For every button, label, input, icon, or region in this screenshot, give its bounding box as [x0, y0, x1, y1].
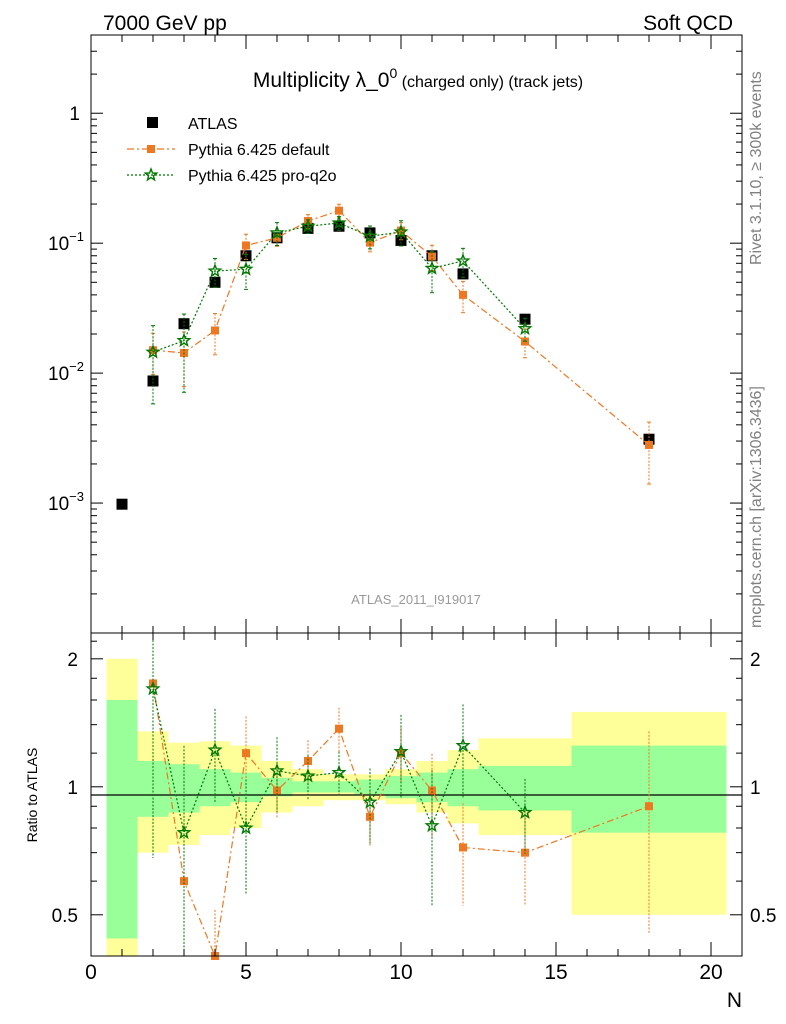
ratio-tick-label-right-0: 0.5: [750, 906, 776, 927]
default-point: [459, 290, 467, 299]
proq2o-ratio-point: [269, 762, 285, 778]
proq2o-ratio-point: [238, 820, 254, 835]
ratio-ylabel: Ratio to ATLAS: [24, 748, 40, 843]
ratio-series-layer: [145, 633, 653, 960]
proq2o-point: [424, 260, 440, 275]
y-tick-label-0: 10−3: [48, 489, 84, 515]
legend-proq2o-label: Pythia 6.425 pro-q2o: [188, 168, 337, 185]
legend-atlas-label: ATLAS: [188, 116, 238, 133]
atlas-point: [147, 375, 159, 387]
ratio-tick-label-left-1: 1: [67, 778, 78, 799]
default-ratio-point: [242, 749, 250, 758]
main-axis-ticks: 10−3 10−2 10−1 1: [48, 34, 743, 634]
ratio-line-2: [152, 688, 526, 835]
default-ratio-point: [397, 749, 405, 758]
proq2o-point: [331, 215, 347, 230]
y-tick-label-1: 10−2: [48, 359, 84, 385]
proq2o-point: [207, 263, 223, 278]
ratio-tick-label-right-2: 2: [750, 650, 761, 671]
ratio-tick-label-left-2: 2: [67, 650, 78, 671]
ratio-tick-label-right-1: 1: [750, 778, 761, 799]
atlas-point: [178, 318, 190, 330]
atlas-point: [364, 227, 376, 239]
legend-atlas-marker: [147, 117, 158, 128]
x-tick-label-1: 5: [240, 961, 252, 984]
title-main: Multiplicity λ_0: [253, 69, 390, 92]
ratio-band-green-9: [385, 776, 417, 799]
default-ratio-point: [335, 724, 343, 733]
proq2o-ratio-point: [517, 804, 533, 820]
proq2o-point: [517, 320, 533, 336]
proq2o-ratio-point: [393, 743, 409, 759]
atlas-point: [395, 234, 407, 246]
x-tick-label-4: 20: [699, 961, 722, 984]
x-tick-labels: 0 5 10 15 20: [85, 961, 723, 984]
default-ratio-point: [366, 812, 374, 821]
proq2o-ratio-point: [331, 764, 347, 780]
default-ratio-point: [180, 877, 188, 886]
proq2o-ratio-point: [176, 824, 192, 840]
analysis-id: ATLAS_2011_I919017: [351, 592, 481, 607]
default-point: [645, 440, 653, 449]
ratio-bands: [106, 658, 727, 956]
legend: ATLAS Pythia 6.425 default Pythia 6.425 …: [127, 116, 337, 185]
proq2o-ratio-point: [362, 794, 378, 809]
ratio-band-green-0: [106, 700, 138, 939]
x-tick-label-0: 0: [85, 961, 97, 984]
main-series-layer: [116, 203, 655, 510]
legend-proq2o-marker: [143, 167, 159, 182]
legend-default-label: Pythia 6.425 default: [188, 142, 330, 159]
y-tick-label-2: 10−1: [48, 229, 84, 255]
proq2o-point: [145, 344, 161, 359]
default-point: [397, 226, 405, 235]
x-tick-label-2: 10: [389, 961, 412, 984]
ratio-frame: [90, 632, 743, 957]
default-point: [211, 326, 219, 335]
proq2o-ratio-point: [424, 817, 440, 833]
rivet-label: Rivet 3.1.10, ≥ 300k events: [748, 71, 765, 265]
mcplots-label: mcplots.cern.ch [arXiv:1306.3436]: [748, 386, 765, 628]
legend-default-marker: [147, 145, 155, 153]
x-tick-label-3: 15: [544, 961, 567, 984]
ratio-tick-label-left-0: 0.5: [52, 906, 78, 927]
default-point: [335, 206, 343, 215]
proq2o-ratio-point: [300, 768, 316, 783]
ratio-axis-ticks: 0.5 0.5 1 1 2 2: [52, 633, 776, 957]
atlas-point: [209, 276, 221, 288]
proq2o-ratio-point: [207, 742, 223, 757]
proq2o-point: [362, 228, 378, 243]
proq2o-point: [393, 224, 409, 239]
default-point: [366, 238, 374, 247]
title-superscript: 0: [389, 65, 397, 81]
default-ratio-point: [459, 843, 467, 852]
atlas-point: [116, 498, 128, 510]
proq2o-point: [269, 224, 285, 240]
header-right: Soft QCD: [643, 12, 733, 35]
proq2o-point: [238, 261, 254, 276]
default-point: [242, 241, 250, 250]
proq2o-point: [176, 332, 192, 348]
default-ratio-point: [304, 756, 312, 765]
default-ratio-point: [428, 786, 436, 795]
proq2o-ratio-point: [145, 680, 161, 696]
header-left: 7000 GeV pp: [103, 12, 227, 35]
x-axis-label: N: [727, 989, 742, 1012]
series-line-2: [152, 222, 526, 353]
proq2o-point: [455, 252, 471, 268]
chart-title: Multiplicity λ_00 (charged only) (track …: [253, 65, 583, 92]
y-tick-label-3: 1: [69, 104, 80, 125]
default-ratio-point: [645, 802, 653, 811]
atlas-point: [643, 433, 655, 445]
ratio-band-green-12: [478, 765, 572, 811]
title-suffix: (charged only) (track jets): [397, 74, 583, 91]
proq2o-point: [300, 218, 316, 233]
proq2o-ratio-point: [455, 737, 471, 753]
